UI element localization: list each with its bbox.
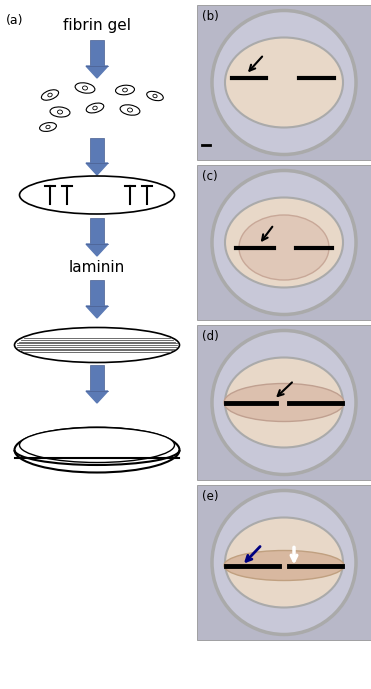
Ellipse shape	[14, 327, 180, 362]
Bar	[197, 5, 371, 160]
Ellipse shape	[58, 110, 62, 114]
Ellipse shape	[147, 92, 163, 101]
Bar	[90, 280, 104, 306]
Bar	[197, 165, 371, 320]
Ellipse shape	[153, 94, 157, 98]
Text: (c): (c)	[202, 170, 218, 183]
Text: (d): (d)	[202, 330, 219, 343]
Bar	[90, 218, 104, 244]
Ellipse shape	[75, 83, 95, 93]
Polygon shape	[86, 391, 108, 403]
Ellipse shape	[225, 37, 343, 127]
Circle shape	[212, 491, 356, 635]
Ellipse shape	[120, 105, 140, 115]
Ellipse shape	[50, 107, 70, 117]
Ellipse shape	[225, 517, 343, 608]
Ellipse shape	[86, 103, 104, 113]
Ellipse shape	[48, 93, 52, 97]
Text: (b): (b)	[202, 10, 219, 23]
Text: (e): (e)	[202, 490, 219, 503]
Ellipse shape	[115, 85, 134, 95]
Bar	[90, 138, 104, 163]
Polygon shape	[86, 306, 108, 318]
Polygon shape	[86, 163, 108, 175]
Bar	[90, 365, 104, 391]
Ellipse shape	[239, 215, 329, 280]
Circle shape	[212, 170, 356, 314]
Text: 35 mm plate: 35 mm plate	[55, 444, 139, 457]
Ellipse shape	[225, 358, 343, 447]
Ellipse shape	[40, 123, 56, 132]
Ellipse shape	[82, 86, 88, 90]
Text: laminin: laminin	[69, 260, 125, 275]
Ellipse shape	[224, 384, 344, 422]
Polygon shape	[86, 66, 108, 78]
Ellipse shape	[123, 88, 127, 92]
Bar	[197, 485, 371, 640]
Ellipse shape	[224, 551, 344, 581]
Text: fibrin gel: fibrin gel	[63, 18, 131, 33]
Ellipse shape	[14, 427, 180, 473]
Text: (a): (a)	[6, 14, 23, 27]
Bar	[90, 40, 104, 66]
Ellipse shape	[93, 106, 97, 110]
Ellipse shape	[128, 108, 132, 112]
Bar	[197, 325, 371, 480]
Circle shape	[212, 10, 356, 154]
Ellipse shape	[42, 90, 59, 100]
Circle shape	[212, 331, 356, 475]
Ellipse shape	[20, 176, 174, 214]
Polygon shape	[86, 244, 108, 256]
Ellipse shape	[20, 427, 174, 462]
Ellipse shape	[225, 198, 343, 287]
Ellipse shape	[46, 125, 50, 129]
